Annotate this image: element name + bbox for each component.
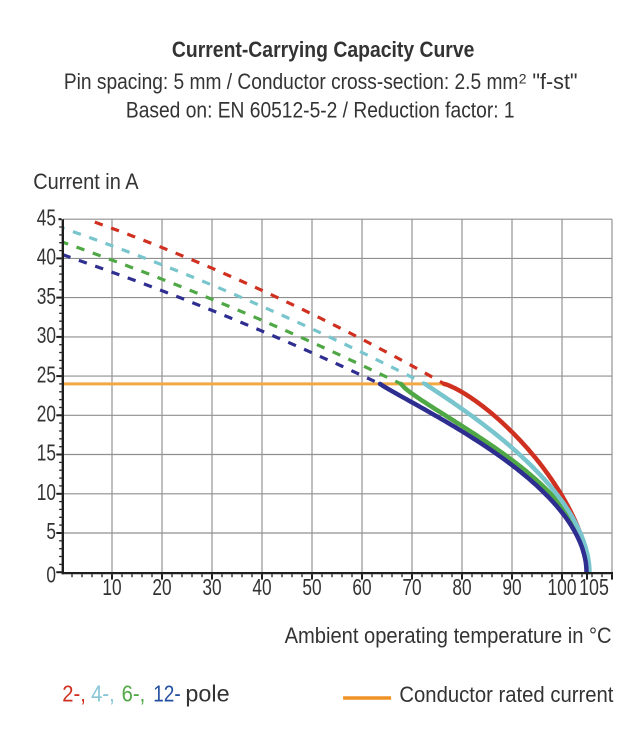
- svg-text:Current-Carrying Capacity Curv: Current-Carrying Capacity Curve: [172, 37, 475, 62]
- svg-text:80: 80: [452, 574, 471, 600]
- svg-text:30: 30: [37, 322, 56, 348]
- svg-text:105: 105: [579, 574, 609, 600]
- svg-text:Based on: EN 60512-5-2 / Reduc: Based on: EN 60512-5-2 / Reduction facto…: [126, 98, 515, 123]
- svg-text:Pin spacing: 5 mm / Conductor: Pin spacing: 5 mm / Conductor cross-sect…: [64, 69, 519, 94]
- svg-text:Current in A: Current in A: [33, 169, 138, 194]
- svg-text:"f-st": "f-st": [532, 69, 577, 94]
- svg-text:90: 90: [502, 574, 521, 600]
- svg-text:Conductor rated current: Conductor rated current: [399, 682, 614, 707]
- svg-text:10: 10: [102, 574, 121, 600]
- svg-text:Ambient operating temperature: Ambient operating temperature in °C: [285, 623, 612, 648]
- svg-text:pole: pole: [185, 681, 229, 707]
- svg-text:6-,: 6-,: [122, 681, 146, 707]
- svg-text:40: 40: [252, 574, 271, 600]
- svg-text:30: 30: [202, 574, 221, 600]
- svg-text:25: 25: [37, 361, 56, 387]
- svg-text:12-: 12-: [153, 681, 181, 707]
- svg-text:4-,: 4-,: [91, 681, 115, 707]
- svg-text:5: 5: [46, 518, 56, 544]
- svg-text:40: 40: [37, 244, 56, 270]
- svg-text:50: 50: [302, 574, 321, 600]
- svg-text:15: 15: [37, 440, 56, 466]
- svg-text:100: 100: [548, 574, 577, 600]
- svg-text:0: 0: [46, 562, 56, 588]
- svg-text:2: 2: [519, 71, 527, 87]
- svg-text:20: 20: [152, 574, 171, 600]
- svg-text:60: 60: [352, 574, 371, 600]
- svg-text:45: 45: [37, 204, 56, 230]
- svg-text:10: 10: [37, 479, 56, 505]
- svg-text:20: 20: [37, 401, 56, 427]
- svg-text:70: 70: [402, 574, 421, 600]
- svg-text:35: 35: [37, 283, 56, 309]
- svg-text:2-,: 2-,: [62, 681, 86, 707]
